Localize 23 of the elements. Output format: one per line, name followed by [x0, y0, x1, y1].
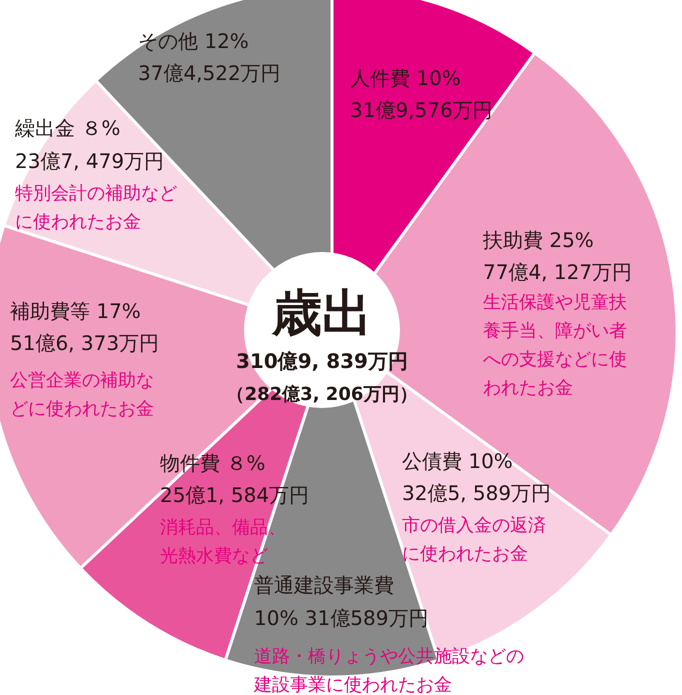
slice-label: 補助費等 17%: [10, 299, 141, 323]
slice-label: 公債費 10%: [402, 449, 513, 473]
text: （282億3, 206万円）: [226, 384, 418, 405]
slice-label: その他 12%: [138, 29, 249, 53]
slice-label: 普通建設事業費: [254, 573, 394, 597]
text: 31億9,576万円: [350, 98, 493, 122]
slice-label: 物件費 ８%: [160, 451, 266, 475]
text: 37億4,522万円: [138, 61, 281, 85]
slice-label: 扶助費 25%: [482, 228, 594, 252]
text: 市の借入金の返済に使われたお金: [402, 515, 546, 564]
slice-label: 繰出金 ８%: [14, 116, 120, 140]
text: 310億9, 839万円: [236, 349, 408, 373]
text: 23億7, 479万円: [15, 149, 164, 173]
text: 77億4, 127万円: [483, 260, 632, 284]
text: 特別会計の補助などに使われたお金: [15, 183, 177, 232]
text: 32億5, 589万円: [402, 481, 552, 505]
text: 生活保護や児童扶養手当、障がい者への支援などに使われたお金: [483, 292, 627, 398]
text: 消耗品、備品、光熱水費など: [160, 517, 286, 566]
text: 51億6, 373万円: [10, 331, 160, 355]
text: 公営企業の補助などに使われたお金: [10, 370, 154, 420]
text: 歳出: [271, 284, 372, 342]
slice-label: 人件費 10%: [350, 66, 461, 90]
text: 道路・橋りょうや公共施設などの建設事業に使われたお金: [253, 646, 524, 695]
